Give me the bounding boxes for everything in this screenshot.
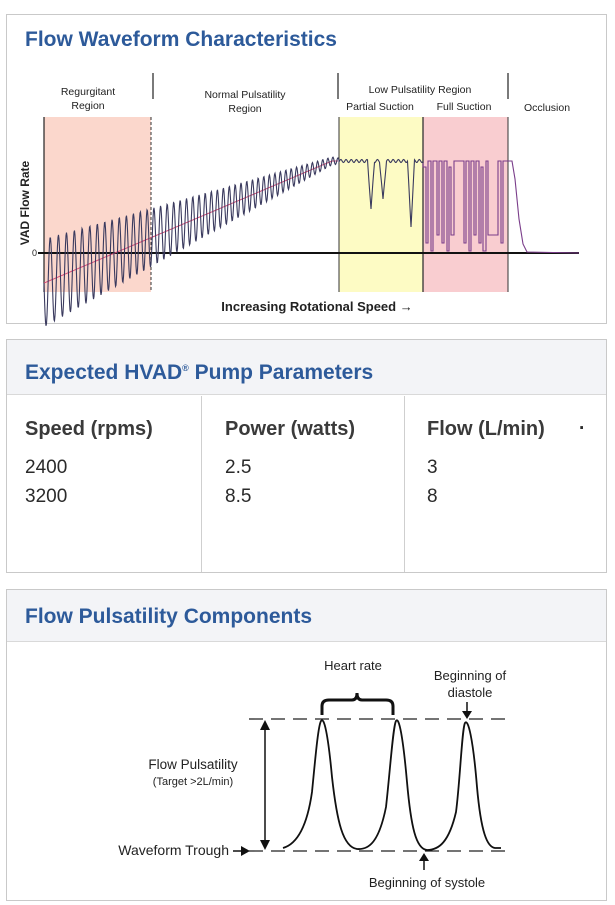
- pulsatility-arrow-up-head: [260, 720, 270, 730]
- column-divider-1: [201, 396, 202, 572]
- partial-suction-label: Partial Suction: [346, 101, 414, 113]
- occlusion-label: Occlusion: [524, 102, 570, 114]
- flow-waveform-panel: Flow Waveform Characteristics Regurgitan…: [6, 14, 607, 326]
- column-divider-2: [404, 396, 405, 572]
- zero-label: 0: [32, 248, 37, 258]
- regurgitant-region-fill: [44, 117, 151, 292]
- heart-rate-label: Heart rate: [324, 658, 382, 673]
- header-power: Power (watts): [225, 418, 356, 440]
- heart-rate-brace: [320, 692, 395, 715]
- pulsatility-panel: Flow Pulsatility Components Heart rate B…: [6, 589, 607, 901]
- flow-waveform-diagram: Regurgitant Region Normal Pulsatility Re…: [18, 73, 580, 326]
- row-2-power: 8.5: [225, 486, 252, 507]
- regurgitant-label-2: Region: [71, 100, 104, 112]
- target-label: (Target >2L/min): [153, 776, 233, 788]
- full-suction-trace: [422, 160, 580, 254]
- row-1-flow: 3: [427, 457, 438, 478]
- normal-label-1: Normal Pulsatility: [204, 89, 286, 101]
- diastole-label-2: diastole: [448, 685, 493, 700]
- pulsatility-diagram: Heart rate Beginning of diastole Flow Pu…: [118, 658, 507, 890]
- diastole-label-1: Beginning of: [434, 668, 507, 683]
- systole-label: Beginning of systole: [369, 875, 485, 890]
- pump-parameters-table: Speed (rpms) Power (watts) Flow (L/min) …: [7, 396, 606, 572]
- normal-label-2: Region: [228, 103, 261, 115]
- systole-arrow-head: [419, 853, 429, 861]
- flow-waveform-title: Flow Waveform Characteristics: [7, 15, 606, 63]
- pulsatility-title: Flow Pulsatility Components: [7, 590, 606, 642]
- header-flow: Flow (L/min): [427, 418, 545, 440]
- row-2-speed: 3200: [25, 486, 68, 507]
- pump-parameters-title-tail: Pump Parameters: [188, 361, 374, 384]
- regurgitant-label-1: Regurgitant: [61, 86, 115, 98]
- row-1-power: 2.5: [225, 457, 252, 478]
- pulsatility-waveform: [282, 719, 501, 851]
- row-2-flow: 8: [427, 486, 438, 507]
- y-axis-label: VAD Flow Rate: [18, 160, 32, 245]
- low-pulsatility-region-fill: [339, 117, 423, 292]
- full-suction-label: Full Suction: [437, 101, 492, 113]
- pump-parameters-panel: Expected HVAD® Pump Parameters Speed (rp…: [6, 339, 607, 573]
- registered-mark: ®: [182, 363, 189, 373]
- waveform-trough-label: Waveform Trough: [118, 842, 229, 858]
- pump-parameters-title-main: Expected HVAD: [25, 361, 183, 384]
- flow-pulsatility-label: Flow Pulsatility: [148, 757, 238, 772]
- x-axis-label: Increasing Rotational Speed →: [221, 299, 412, 314]
- diastole-arrow-head: [462, 711, 472, 719]
- flow-trace: [43, 156, 424, 326]
- pulsatility-arrow-down-head: [260, 840, 270, 850]
- row-1-speed: 2400: [25, 457, 68, 478]
- stray-mark: ·: [579, 418, 586, 439]
- low-pulsatility-label: Low Pulsatility Region: [369, 84, 472, 96]
- trough-arrow-head: [241, 846, 250, 856]
- header-speed: Speed (rpms): [25, 418, 153, 440]
- pump-parameters-title: Expected HVAD® Pump Parameters: [7, 340, 606, 395]
